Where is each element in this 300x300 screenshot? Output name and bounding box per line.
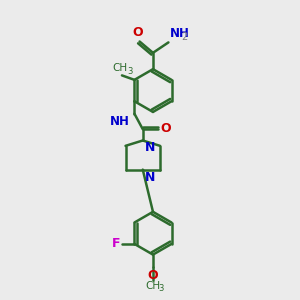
Text: CH: CH bbox=[112, 63, 127, 73]
Text: F: F bbox=[111, 237, 120, 250]
Text: 3: 3 bbox=[128, 67, 133, 76]
Text: 2: 2 bbox=[181, 32, 187, 42]
Text: 3: 3 bbox=[159, 284, 164, 293]
Text: NH: NH bbox=[170, 27, 190, 40]
Text: O: O bbox=[132, 26, 143, 39]
Text: N: N bbox=[145, 141, 155, 154]
Text: O: O bbox=[160, 122, 171, 135]
Text: O: O bbox=[148, 269, 158, 282]
Text: CH: CH bbox=[146, 281, 160, 291]
Text: NH: NH bbox=[110, 115, 130, 128]
Text: N: N bbox=[145, 170, 155, 184]
